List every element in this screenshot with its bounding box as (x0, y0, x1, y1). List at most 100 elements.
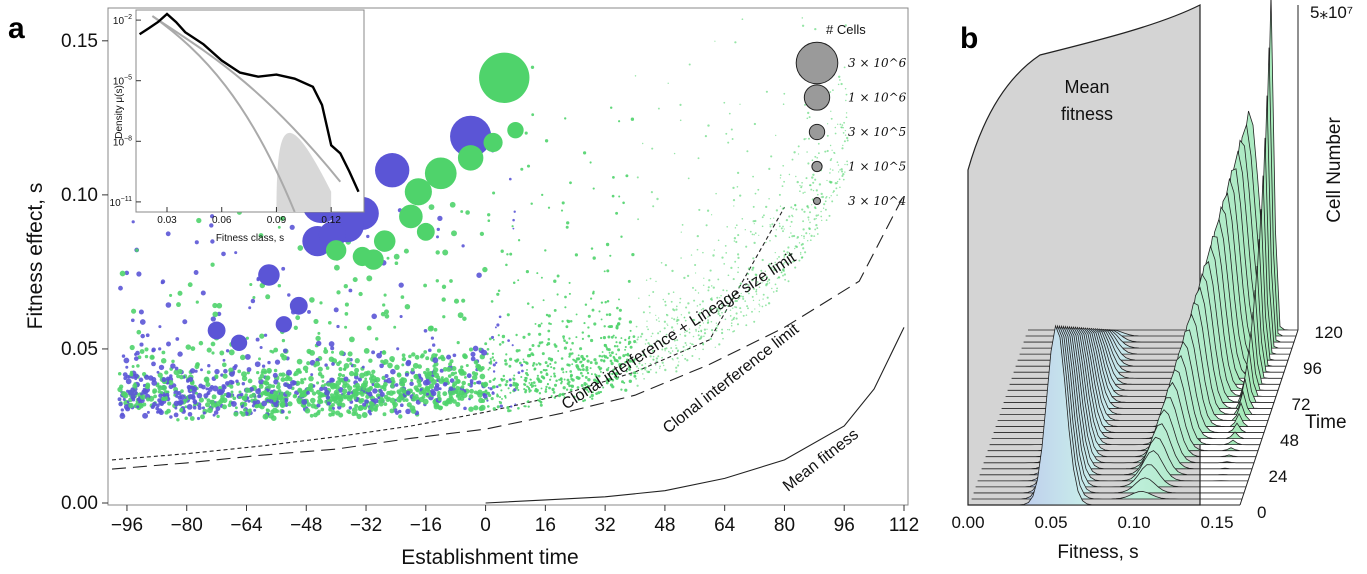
data-point (684, 334, 687, 337)
data-point (463, 375, 467, 379)
data-point (589, 361, 593, 365)
data-point (829, 181, 832, 184)
b-time-axis (1239, 329, 1299, 506)
data-point (210, 316, 216, 322)
x-tick-label: −64 (230, 515, 263, 536)
data-point (768, 198, 770, 200)
data-point (838, 178, 841, 181)
data-point (477, 380, 482, 385)
data-point (753, 223, 755, 225)
y-ticks: 0.000.050.100.15 (61, 31, 108, 514)
data-point (710, 320, 713, 323)
data-point (193, 270, 199, 275)
data-point (463, 406, 467, 411)
legend-marker (808, 123, 826, 141)
data-point (739, 295, 742, 298)
data-point (233, 411, 239, 417)
data-point (808, 116, 811, 119)
data-point (768, 167, 771, 171)
data-point (636, 176, 639, 179)
data-point (497, 289, 501, 292)
data-point (249, 282, 253, 287)
data-point (250, 298, 256, 304)
data-point (240, 411, 246, 417)
data-point (296, 358, 303, 365)
data-point (612, 334, 615, 337)
data-point (765, 205, 768, 209)
data-point (349, 362, 353, 366)
data-point (633, 371, 637, 375)
data-point (708, 279, 711, 282)
data-point (676, 339, 679, 342)
data-point (549, 322, 552, 326)
data-point (706, 328, 708, 330)
data-point (159, 402, 163, 406)
data-point (698, 337, 701, 341)
data-point (209, 223, 214, 228)
data-point (772, 291, 775, 293)
data-point (313, 318, 319, 324)
data-point (665, 333, 668, 336)
data-point (629, 329, 632, 332)
data-point (624, 345, 627, 349)
data-point (367, 409, 372, 414)
data-point (509, 383, 513, 387)
data-point (579, 360, 582, 364)
data-point (589, 367, 592, 370)
data-point (664, 263, 668, 267)
data-point (437, 396, 442, 402)
data-point (661, 356, 663, 359)
data-point (140, 392, 143, 396)
data-point (637, 336, 640, 339)
data-point (561, 320, 564, 323)
data-point (145, 397, 151, 402)
data-point (717, 278, 720, 281)
data-point (376, 352, 382, 359)
data-point (540, 387, 543, 390)
data-point (149, 354, 155, 360)
data-point (755, 288, 758, 291)
data-point (671, 357, 674, 360)
data-point (754, 219, 757, 223)
data-point (558, 378, 561, 381)
data-point (725, 132, 728, 135)
data-point (462, 316, 467, 321)
data-point (230, 401, 234, 405)
data-point (792, 260, 795, 263)
data-point (612, 355, 615, 359)
data-point (467, 382, 471, 387)
data-point (818, 183, 822, 186)
data-point (392, 402, 396, 406)
data-point (468, 347, 474, 352)
data-point (326, 401, 331, 406)
data-point (513, 210, 516, 213)
data-point (611, 372, 614, 376)
data-point (362, 382, 368, 388)
data-point (166, 341, 171, 347)
data-point (432, 370, 437, 375)
data-point (462, 353, 468, 359)
data-point (625, 174, 629, 178)
data-point (713, 249, 715, 251)
data-point (216, 414, 220, 419)
data-point (491, 391, 494, 394)
data-point (568, 380, 571, 384)
panel-letter-b: b (960, 22, 978, 55)
b-time-tick-label: 24 (1269, 467, 1288, 486)
data-point (595, 379, 598, 383)
data-point (241, 371, 247, 378)
ridge-slice (995, 326, 1267, 427)
data-point (318, 398, 323, 403)
data-point (196, 217, 202, 224)
data-point (736, 186, 739, 188)
data-point (655, 319, 658, 321)
data-point (831, 149, 833, 151)
inset-x-tick-label: 0.06 (212, 215, 232, 226)
b-time-tick-label: 72 (1292, 395, 1311, 414)
data-point (628, 379, 632, 383)
data-point (633, 374, 637, 378)
data-point (815, 189, 818, 192)
data-point (139, 349, 145, 354)
curve-label-lineage: Clonal interference + Lineage size limit (559, 249, 800, 413)
data-point (317, 366, 323, 372)
